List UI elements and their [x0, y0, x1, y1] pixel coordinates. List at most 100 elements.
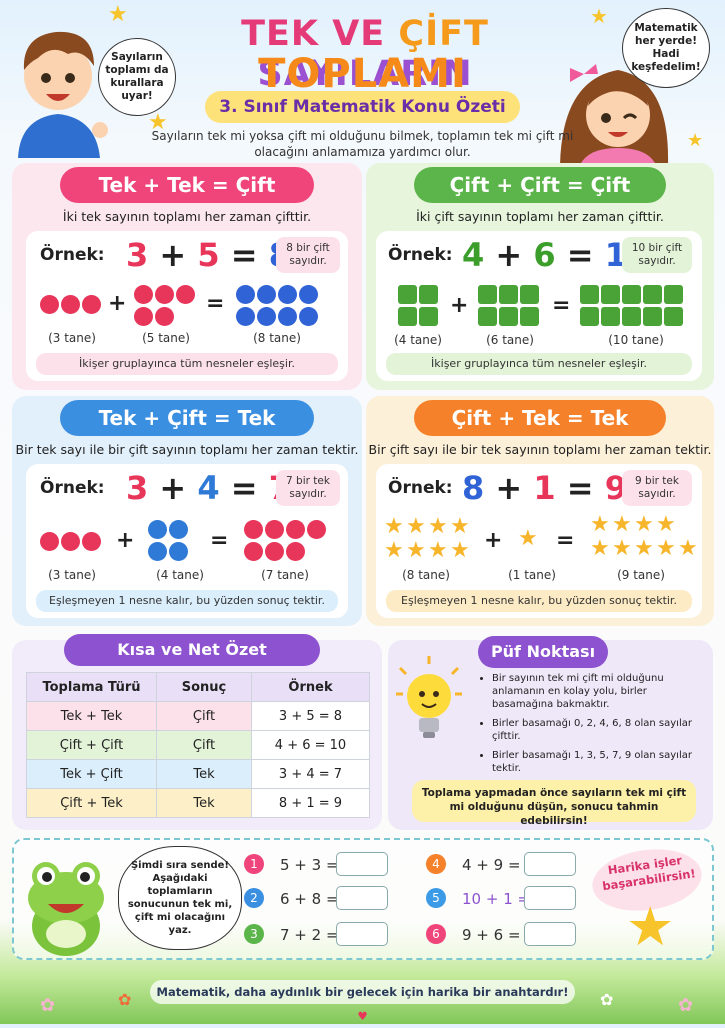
result-note: 9 bir tek sayıdır.: [622, 470, 692, 506]
card-description: İki tek sayının toplamı her zaman çiftti…: [62, 209, 312, 224]
count-b: (6 tane): [486, 333, 534, 347]
table-cell: Çift + Tek: [26, 788, 157, 818]
answer-input[interactable]: [524, 886, 576, 910]
boy-bubble-text: Sayıların toplamı da kurallara uyar!: [105, 51, 169, 102]
footer-banner: Matematik, daha aydınlık bir gelecek içi…: [150, 980, 575, 1023]
question-text: 4 + 9 =: [462, 856, 521, 874]
count-b: (1 tane): [508, 568, 556, 582]
card-odd-plus-odd: Tek + Tek = Çift İki tek sayının toplamı…: [12, 163, 362, 390]
table-header-row: Toplama Türü Sonuç Örnek: [26, 672, 370, 702]
table-cell: Tek + Tek: [26, 701, 157, 731]
page-title-line1: TEK VE ÇİFT SAYILARIN: [150, 14, 580, 94]
card-footer: İkişer gruplayınca tüm nesneler eşleşir.: [36, 353, 338, 375]
star-icon: ★: [384, 514, 404, 539]
plus-sign: +: [484, 528, 503, 553]
card-footer: Eşleşmeyen 1 nesne kalır, bu yüzden sonu…: [386, 590, 692, 612]
table-cell: Tek: [156, 759, 252, 789]
star-decoration-icon: ★: [590, 4, 608, 28]
card-footer: İkişer gruplayınca tüm nesneler eşleşir.: [386, 353, 692, 375]
equals-sign: =: [206, 291, 225, 316]
example-label: Örnek:: [388, 245, 453, 265]
flower-icon: ✿: [40, 995, 56, 1016]
card-even-plus-even: Çift + Çift = Çift İki çift sayının topl…: [366, 163, 714, 390]
result: 9: [604, 469, 627, 507]
operand-a: 4: [462, 236, 485, 274]
question-number: 6: [426, 924, 446, 944]
frog-bubble-text: Şimdi sıra sende! Aşağıdaki toplamların …: [127, 860, 233, 936]
table-cell: 4 + 6 = 10: [251, 730, 370, 760]
operator-plus: +: [159, 236, 187, 274]
summary-title: Kısa ve Net Özet: [64, 634, 320, 666]
count-result: (10 tane): [608, 333, 664, 347]
frog-speech-bubble: Şimdi sıra sende! Aşağıdaki toplamların …: [118, 846, 242, 950]
question-number: 1: [244, 854, 264, 874]
column-header: Toplama Türü: [26, 672, 157, 702]
star-icon: ★: [590, 512, 610, 537]
star-icon: ★: [518, 526, 538, 551]
page-subtitle: 3. Sınıf Matematik Konu Özeti: [205, 91, 520, 123]
card-footer: Eşleşmeyen 1 nesne kalır, bu yüzden sonu…: [36, 590, 338, 612]
flower-icon: ✿: [118, 990, 132, 1009]
equals-sign: =: [556, 528, 575, 553]
plus-sign: +: [450, 293, 469, 318]
operand-a: 8: [462, 469, 485, 507]
card-title: Tek + Çift = Tek: [60, 400, 314, 436]
star-decoration-icon: ★: [108, 2, 128, 27]
question-text: 6 + 8 =: [280, 890, 339, 908]
answer-input[interactable]: [524, 922, 576, 946]
card-title: Tek + Tek = Çift: [60, 167, 314, 203]
card-even-plus-odd: Çift + Tek = Tek Bir çift sayı ile bir t…: [366, 396, 714, 626]
answer-input[interactable]: [336, 852, 388, 876]
example-panel: Örnek: 4 + 6 = 10 10 bir çift sayıdır. +…: [376, 231, 702, 381]
example-label: Örnek:: [40, 245, 105, 265]
operator-plus: +: [495, 236, 523, 274]
count-a: (3 tane): [48, 568, 96, 582]
girl-speech-bubble: Matematik her yerde! Hadi keşfedelim!: [622, 8, 710, 88]
plus-sign: +: [116, 528, 135, 553]
operator-plus: +: [159, 469, 187, 507]
tip-item: Birler basamağı 0, 2, 4, 6, 8 olan sayıl…: [492, 717, 700, 743]
footer-text: Matematik, daha aydınlık bir gelecek içi…: [156, 985, 569, 999]
question-number: 3: [244, 924, 264, 944]
frog-illustration: [20, 854, 112, 958]
card-title: Çift + Tek = Tek: [414, 400, 666, 436]
intro-text: Sayıların tek mi yoksa çift mi olduğunu …: [151, 129, 574, 159]
title-part1: TEK VE: [241, 14, 399, 54]
table-row: Tek + Çift Tek 3 + 4 = 7: [26, 759, 370, 789]
example-panel: Örnek: 3 + 4 = 7 7 bir tek sayıdır. + = …: [26, 464, 348, 618]
equals-sign: =: [552, 293, 571, 318]
star-decoration-icon: ★: [148, 110, 168, 135]
operand-b: 1: [533, 469, 556, 507]
table-row: Çift + Tek Tek 8 + 1 = 9: [26, 788, 370, 818]
page-title-line2: TOPLAMI: [258, 51, 467, 97]
plus-sign: +: [108, 291, 127, 316]
operand-a: 3: [126, 236, 149, 274]
card-odd-plus-even: Tek + Çift = Tek Bir tek sayı ile bir çi…: [12, 396, 362, 626]
table-cell: 8 + 1 = 9: [251, 788, 370, 818]
count-result: (8 tane): [253, 331, 301, 345]
table-cell: Çift: [156, 730, 252, 760]
question-text: 5 + 3 =: [280, 856, 339, 874]
example-equation: 3 + 5 = 8: [126, 235, 291, 275]
question-number: 4: [426, 854, 446, 874]
operand-b: 6: [533, 236, 556, 274]
card-description: İki çift sayının toplamı her zaman çiftt…: [416, 209, 664, 224]
result-note: 10 bir çift sayıdır.: [622, 237, 692, 273]
count-a: (3 tane): [48, 331, 96, 345]
table-cell: Çift + Çift: [26, 730, 157, 760]
question-text: 9 + 6 =: [462, 926, 521, 944]
table-cell: 3 + 4 = 7: [251, 759, 370, 789]
answer-input[interactable]: [336, 886, 388, 910]
tip-list: Bir sayının tek mi çift mi olduğunu anla…: [480, 672, 700, 775]
count-b: (4 tane): [156, 568, 204, 582]
title-part3: SAYILARIN: [257, 54, 473, 94]
answer-input[interactable]: [336, 922, 388, 946]
table-cell: 3 + 5 = 8: [251, 701, 370, 731]
answer-input[interactable]: [524, 852, 576, 876]
smiling-star-icon: ★: [626, 895, 675, 958]
question-text: 7 + 2 =: [280, 926, 339, 944]
star-decoration-icon: ★: [687, 130, 704, 151]
result-note: 8 bir çift sayıdır.: [276, 237, 340, 273]
card-title: Çift + Çift = Çift: [414, 167, 666, 203]
column-header: Sonuç: [156, 672, 252, 702]
